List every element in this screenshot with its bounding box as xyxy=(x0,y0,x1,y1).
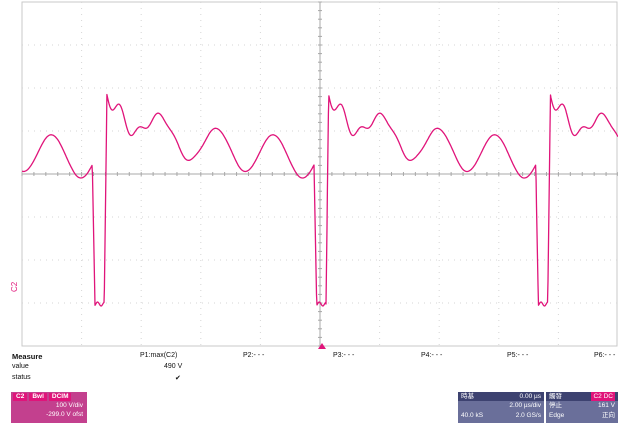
trigger-level: 161 V xyxy=(598,402,615,409)
graticule xyxy=(21,1,618,347)
oscilloscope-screen[interactable] xyxy=(0,0,618,350)
timebase-descriptor[interactable]: 時基 0.00 µs 2.00 µs/div 40.0 kS 2.0 GS/s xyxy=(458,392,544,423)
bandwidth-limit-tag: Bwl xyxy=(29,392,47,401)
trigger-source-badge: C2 DC xyxy=(591,392,615,401)
trigger-position-marker[interactable] xyxy=(318,343,326,349)
timebase-title: 時基 xyxy=(461,393,474,400)
sample-rate: 2.0 GS/s xyxy=(515,412,541,419)
trigger-slope: 正向 xyxy=(602,412,615,419)
value-row-label: value xyxy=(12,363,29,370)
coupling-tag: DCIM xyxy=(48,392,72,401)
trigger-title: 觸發 xyxy=(549,393,562,400)
trigger-mode: 停止 xyxy=(549,402,562,409)
trigger-type: Edge xyxy=(549,412,565,419)
channel-2-descriptor[interactable]: C2 Bwl DCIM 100 V/div -299.0 V ofst xyxy=(11,392,87,423)
param-p1-value: 490 V xyxy=(164,363,183,370)
vertical-scale: 100 V/div xyxy=(55,402,83,409)
channel-name: C2 xyxy=(13,392,28,401)
param-p1-name[interactable]: P1:max(C2) xyxy=(140,352,178,359)
trigger-descriptor[interactable]: 觸發 C2 DC 停止 161 V Edge 正向 xyxy=(546,392,618,423)
time-per-div: 2.00 µs/div xyxy=(509,402,541,409)
status-row-label: status xyxy=(12,374,31,381)
timebase-delay: 0.00 µs xyxy=(519,393,541,400)
param-p5-name[interactable]: P5:- - - xyxy=(507,352,529,359)
measure-title: Measure xyxy=(12,352,43,361)
param-p3-name[interactable]: P3:- - - xyxy=(333,352,355,359)
param-p1-status-check-icon: ✔ xyxy=(175,375,181,382)
param-p6-name[interactable]: P6:- - - xyxy=(594,352,616,359)
sample-count: 40.0 kS xyxy=(461,412,484,419)
channel-marker: C2 xyxy=(10,281,19,292)
param-p4-name[interactable]: P4:- - - xyxy=(421,352,443,359)
channel-2-trace xyxy=(21,93,618,307)
measure-table: Measure P1:max(C2) P2:- - - P3:- - - P4:… xyxy=(0,352,618,392)
vertical-offset: -299.0 V ofst xyxy=(46,411,83,418)
param-p2-name[interactable]: P2:- - - xyxy=(243,352,265,359)
